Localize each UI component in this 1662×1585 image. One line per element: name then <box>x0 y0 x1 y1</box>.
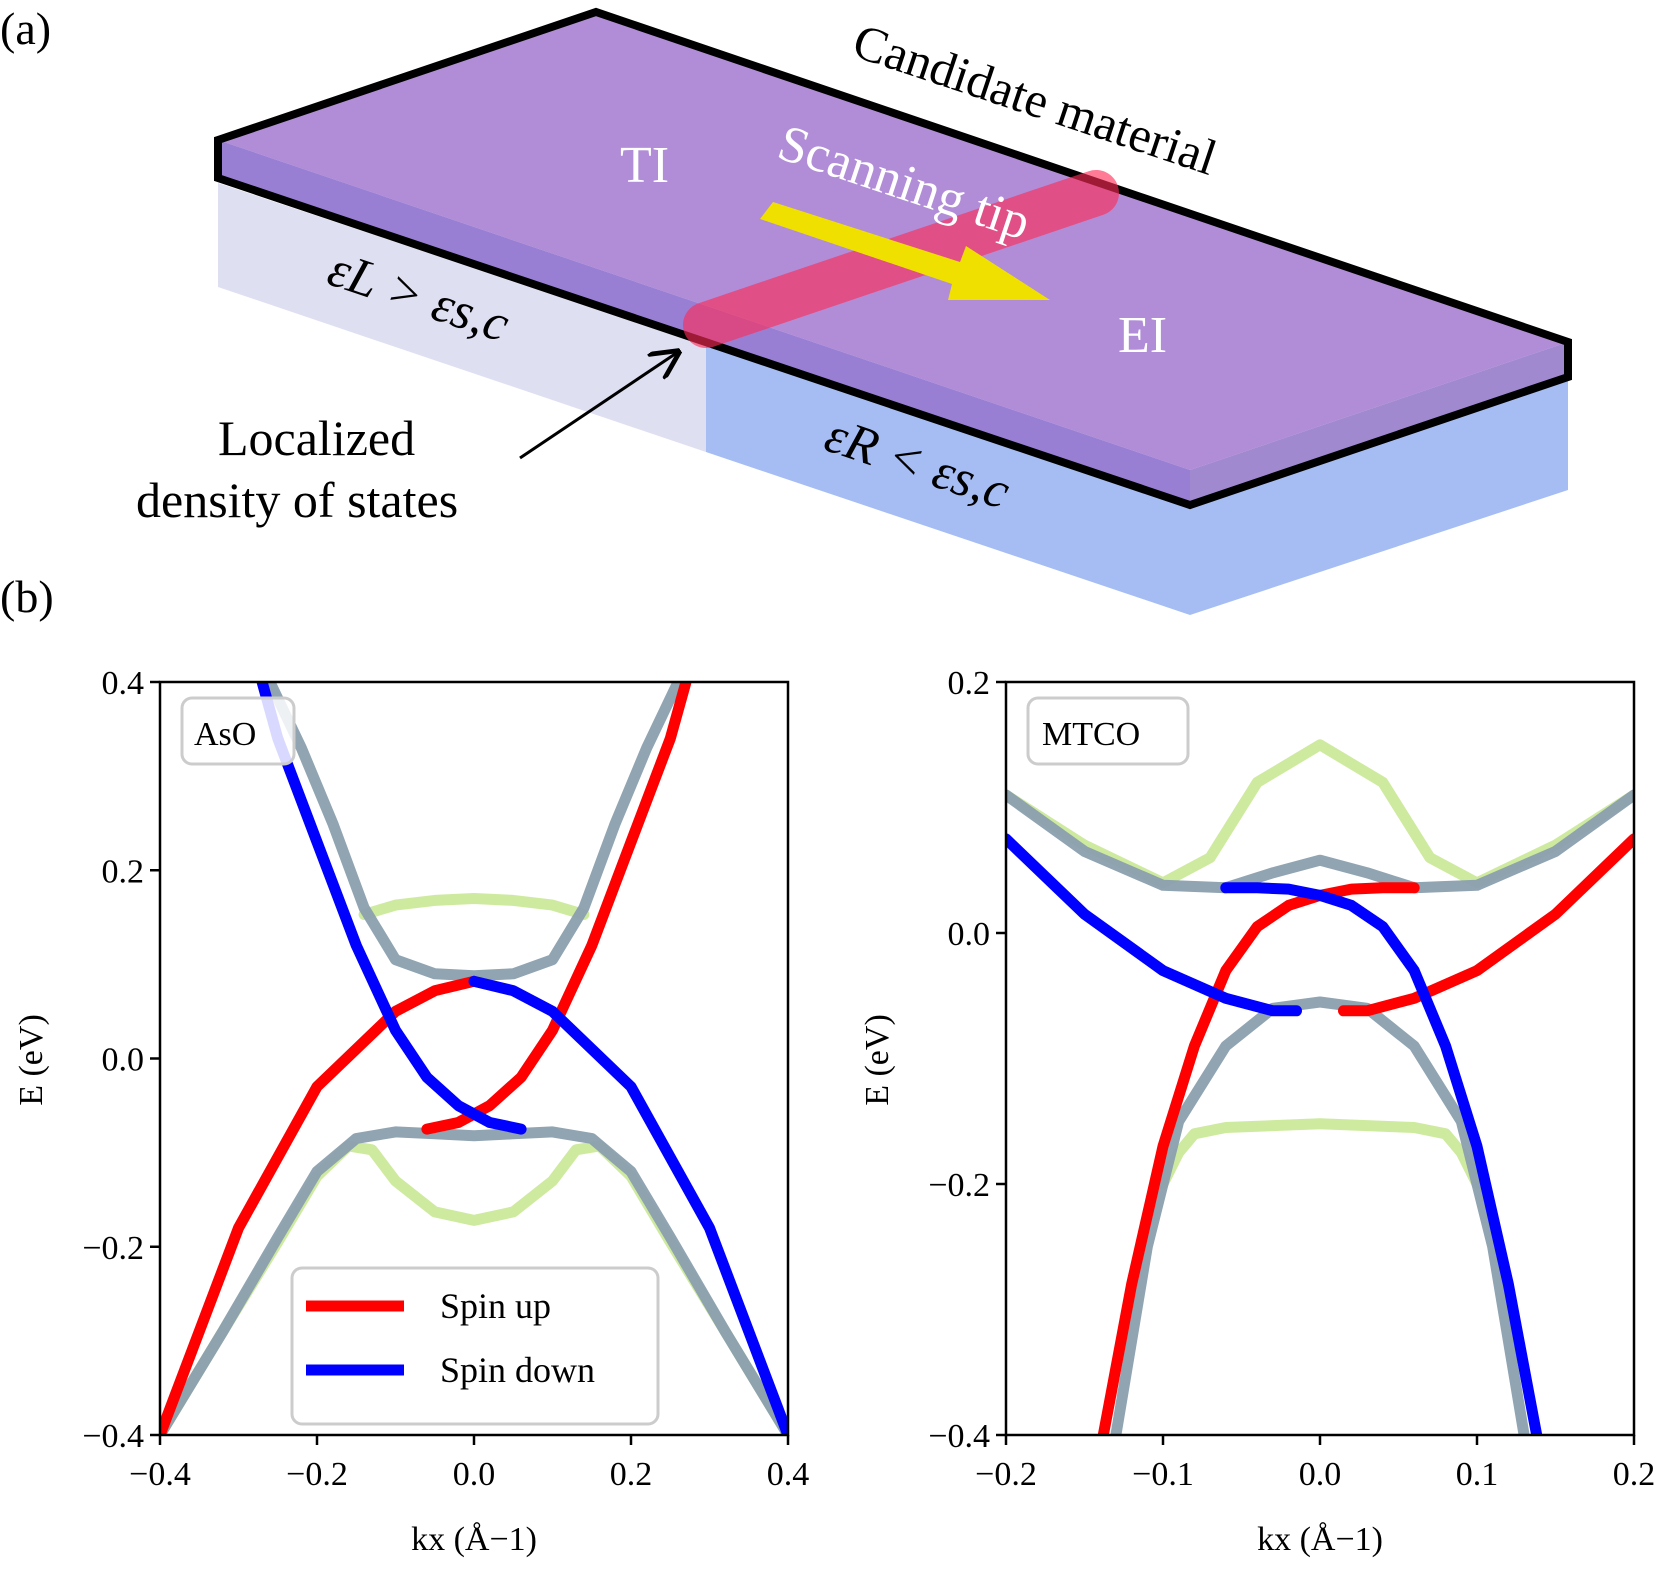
aso-ytick-label: 0.0 <box>102 1042 145 1079</box>
aso-ticks: −0.4 −0.2 0.0 0.2 0.4 −0.4 −0.2 0.0 0.2 0.4 <box>82 665 809 1493</box>
aso-box-text: AsO <box>194 716 256 753</box>
panel-b-label: (b) <box>0 571 54 622</box>
aso-ytick-label: 0.4 <box>102 665 145 702</box>
aso-ytick-label: −0.2 <box>82 1230 144 1267</box>
aso-xtick-label: 0.0 <box>453 1456 496 1493</box>
localized-label-line1: Localized <box>218 410 415 466</box>
plot-mtco: −0.2 −0.1 0.0 0.1 0.2−0.4−0.20.00.2 MTCO E (… <box>859 665 1655 1558</box>
aso-ytick-label: 0.2 <box>102 853 145 890</box>
aso-ylabel: E (eV) <box>13 1014 50 1106</box>
slab-outline <box>214 7 1572 510</box>
panel-a-label: (a) <box>0 3 51 54</box>
mtco-xlabel: kx (Å−1) <box>1257 1521 1383 1558</box>
localized-label-line2: density of states <box>136 472 458 528</box>
aso-xlabel: kx (Å−1) <box>411 1521 537 1558</box>
slab-side-face <box>1190 342 1568 505</box>
aso-xtick-label: −0.2 <box>286 1456 348 1493</box>
mtco-xtick-label: 0.0 <box>1299 1456 1342 1493</box>
mtco-series-bulk-grey-lower-3 <box>1110 996 1530 1435</box>
mtco-ytick-label: 0.2 <box>948 665 991 702</box>
mtco-series-spin-up-5 <box>1338 833 1634 1017</box>
mtco-xtick-label: −0.2 <box>975 1456 1037 1493</box>
mtco-xtick-label: −0.1 <box>1132 1456 1194 1493</box>
aso-label-box: AsO <box>180 696 296 766</box>
mtco-label-box: MTCO <box>1026 696 1190 766</box>
mtco-xtick-label: 0.1 <box>1456 1456 1499 1493</box>
mtco-curves <box>1006 739 1634 1435</box>
mtco-series-spin-down-7 <box>1220 882 1543 1435</box>
ti-label: TI <box>620 137 669 194</box>
aso-xtick-label: 0.4 <box>767 1456 810 1493</box>
mtco-ticks: −0.2 −0.1 0.0 0.1 0.2−0.4−0.20.00.2 <box>928 665 1655 1493</box>
aso-xtick-label: 0.2 <box>610 1456 653 1493</box>
aso-series-spin-down-7 <box>468 975 788 1435</box>
localized-pointer-arrow <box>519 352 678 460</box>
mtco-series-bulk-green-lower-1 <box>1157 1118 1483 1190</box>
right-substrate <box>706 345 1568 615</box>
aso-series-bulk-grey-upper-2 <box>264 682 684 982</box>
aso-curves <box>160 682 788 1435</box>
aso-ytick-label: −0.4 <box>82 1418 144 1455</box>
aso-series-bulk-green-upper-0 <box>358 893 590 920</box>
mtco-series-spin-down-6 <box>1006 833 1302 1017</box>
mtco-axes-frame <box>1004 680 1636 1437</box>
legend: Spin up Spin down <box>290 1266 660 1426</box>
plot-aso: −0.4 −0.2 0.0 0.2 0.4 −0.4 −0.2 0.0 0.2 0.4 AsO S… <box>13 665 809 1558</box>
mtco-box-text: MTCO <box>1042 716 1140 753</box>
aso-series-spin-down-6 <box>256 682 527 1135</box>
ei-label: EI <box>1118 307 1167 364</box>
legend-spin-down-label: Spin down <box>440 1350 595 1390</box>
mtco-series-bulk-grey-upper-2 <box>1006 789 1634 894</box>
aso-series-spin-up-4 <box>160 975 480 1435</box>
scanning-tip-arrow <box>760 202 1050 300</box>
aso-xtick-label: −0.4 <box>129 1456 191 1493</box>
left-substrate <box>218 183 706 452</box>
legend-spin-up-label: Spin up <box>440 1286 551 1326</box>
mtco-ylabel: E (eV) <box>859 1014 896 1106</box>
mtco-ytick-label: −0.4 <box>928 1418 990 1455</box>
aso-series-bulk-grey-lower-3 <box>160 1126 788 1435</box>
mtco-xtick-label: 0.2 <box>1613 1456 1656 1493</box>
mtco-ytick-label: 0.0 <box>948 916 991 953</box>
mtco-ytick-label: −0.2 <box>928 1167 990 1204</box>
mtco-series-spin-up-4 <box>1097 882 1420 1435</box>
